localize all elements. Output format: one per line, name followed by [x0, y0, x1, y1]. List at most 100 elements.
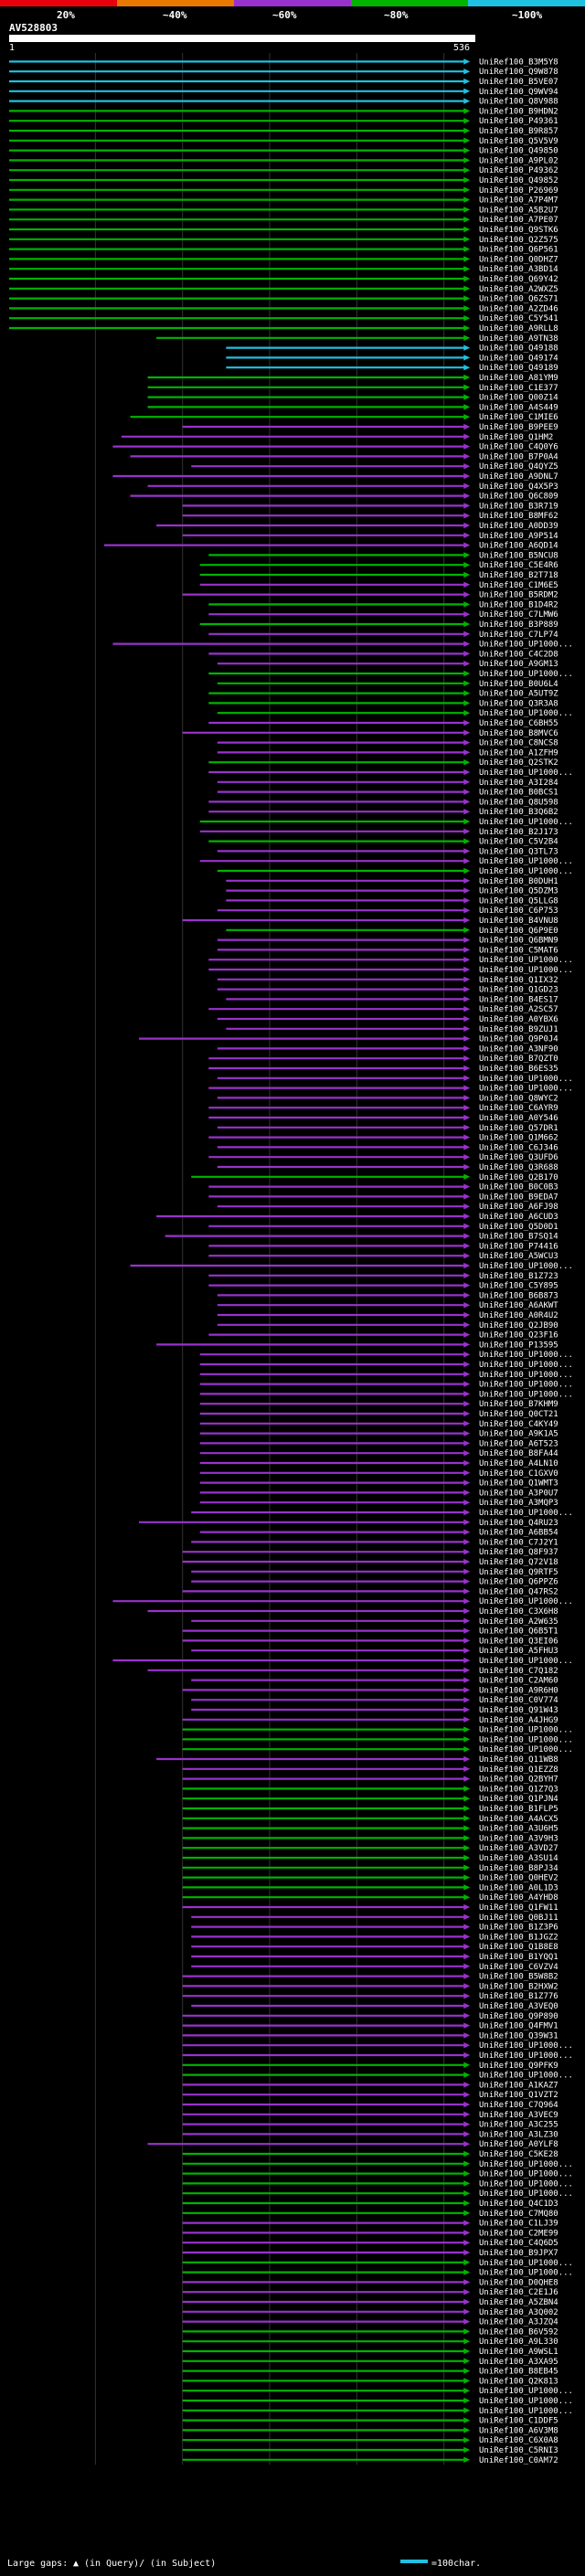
hit-label[interactable]: UniRef100_Q3R3A8 — [479, 699, 558, 708]
hit-row[interactable]: UniRef100_C2E1J6 — [182, 2288, 558, 2297]
hit-label[interactable]: UniRef100_UP1000... — [479, 2407, 573, 2416]
hit-row[interactable]: UniRef100_B4VNU8 — [182, 917, 558, 926]
hit-label[interactable]: UniRef100_A0L1D3 — [479, 1883, 558, 1892]
hit-row[interactable]: UniRef100_UP1000... — [208, 1085, 573, 1094]
hit-label[interactable]: UniRef100_Q6P9E0 — [479, 927, 558, 936]
hit-row[interactable]: UniRef100_Q8F937 — [182, 1548, 558, 1557]
hit-label[interactable]: UniRef100_Q6BMN9 — [479, 937, 558, 946]
hit-label[interactable]: UniRef100_B5RDM2 — [479, 591, 558, 600]
hit-row[interactable]: UniRef100_C7Q964 — [182, 2101, 558, 2110]
hit-row[interactable]: UniRef100_Q1Z7Q3 — [182, 1785, 558, 1794]
hit-label[interactable]: UniRef100_Q9WV94 — [479, 88, 558, 97]
hit-row[interactable]: UniRef100_Q4C1D3 — [182, 2200, 558, 2209]
hit-label[interactable]: UniRef100_A3P0U7 — [479, 1489, 558, 1498]
hit-label[interactable]: UniRef100_UP1000... — [479, 2269, 573, 2278]
hit-label[interactable]: UniRef100_Q3UFD6 — [479, 1153, 558, 1162]
hit-row[interactable]: UniRef100_P26969 — [9, 186, 558, 196]
hit-row[interactable]: UniRef100_Q4FMV1 — [182, 2022, 558, 2031]
hit-label[interactable]: UniRef100_B4VNU8 — [479, 917, 558, 926]
hit-row[interactable]: UniRef100_Q1GD23 — [217, 986, 558, 995]
hit-label[interactable]: UniRef100_Q1IX32 — [479, 976, 558, 985]
hit-row[interactable]: UniRef100_UP1000... — [112, 1657, 573, 1666]
hit-label[interactable]: UniRef100_B2J173 — [479, 828, 558, 837]
hit-label[interactable]: UniRef100_Q4QYZ5 — [479, 462, 558, 472]
hit-label[interactable]: UniRef100_A5ZBN4 — [479, 2298, 558, 2307]
hit-label[interactable]: UniRef100_P49361 — [479, 117, 558, 126]
hit-row[interactable]: UniRef100_A3P0U7 — [199, 1489, 558, 1498]
hit-row[interactable]: UniRef100_UP1000... — [199, 1381, 573, 1390]
hit-row[interactable]: UniRef100_A4S449 — [147, 403, 558, 412]
hit-row[interactable]: UniRef100_A6BB54 — [199, 1529, 558, 1538]
hit-label[interactable]: UniRef100_A6QD14 — [479, 542, 558, 551]
hit-row[interactable]: UniRef100_B2T718 — [199, 571, 558, 580]
hit-row[interactable]: UniRef100_A0Y546 — [208, 1114, 558, 1123]
hit-row[interactable]: UniRef100_A0R4U2 — [217, 1311, 558, 1320]
hit-label[interactable]: UniRef100_UP1000... — [479, 1351, 573, 1360]
hit-row[interactable]: UniRef100_Q11WB8 — [156, 1755, 558, 1765]
hit-label[interactable]: UniRef100_P74416 — [479, 1242, 558, 1251]
hit-row[interactable]: UniRef100_UP1000... — [217, 867, 573, 876]
hit-label[interactable]: UniRef100_Q5LLG8 — [479, 896, 558, 906]
hit-label[interactable]: UniRef100_Q49188 — [479, 345, 558, 354]
hit-label[interactable]: UniRef100_C7J2Y1 — [479, 1538, 558, 1547]
hit-row[interactable]: UniRef100_C0AM72 — [182, 2456, 558, 2465]
hit-label[interactable]: UniRef100_C1MIE6 — [479, 413, 558, 422]
hit-label[interactable]: UniRef100_Q1B8E8 — [479, 1943, 558, 1952]
hit-label[interactable]: UniRef100_A5UT9Z — [479, 690, 558, 699]
hit-label[interactable]: UniRef100_C4KY49 — [479, 1420, 558, 1429]
hit-label[interactable]: UniRef100_Q49174 — [479, 354, 558, 363]
hit-label[interactable]: UniRef100_A4YHD8 — [479, 1893, 558, 1903]
hit-row[interactable]: UniRef100_A4ACX5 — [182, 1815, 558, 1824]
hit-row[interactable]: UniRef100_Q91W43 — [191, 1706, 558, 1715]
hit-row[interactable]: UniRef100_C1DDF5 — [182, 2417, 558, 2426]
hit-label[interactable]: UniRef100_Q6C809 — [479, 493, 558, 502]
hit-row[interactable]: UniRef100_B8FA44 — [199, 1449, 558, 1458]
hit-row[interactable]: UniRef100_Q3R3A8 — [208, 699, 558, 708]
hit-row[interactable]: UniRef100_P74416 — [208, 1242, 558, 1251]
hit-label[interactable]: UniRef100_UP1000... — [479, 2072, 573, 2081]
hit-row[interactable]: UniRef100_B6B873 — [217, 1291, 558, 1300]
hit-label[interactable]: UniRef100_A6AKWT — [479, 1301, 558, 1310]
hit-label[interactable]: UniRef100_A3NF90 — [479, 1044, 558, 1054]
hit-label[interactable]: UniRef100_B1Z3P6 — [479, 1924, 558, 1933]
hit-row[interactable]: UniRef100_Q23F16 — [208, 1331, 558, 1341]
hit-row[interactable]: UniRef100_C1LJ39 — [182, 2220, 558, 2229]
hit-row[interactable]: UniRef100_Q9PFK9 — [182, 2062, 558, 2071]
hit-row[interactable]: UniRef100_Q1FW11 — [182, 1903, 558, 1913]
hit-row[interactable]: UniRef100_C5V2B4 — [208, 838, 558, 847]
hit-row[interactable]: UniRef100_UP1000... — [182, 2259, 573, 2268]
hit-row[interactable]: UniRef100_A0DD39 — [156, 522, 558, 531]
hit-label[interactable]: UniRef100_UP1000... — [479, 2189, 573, 2199]
hit-row[interactable]: UniRef100_Q1PJN4 — [182, 1795, 558, 1804]
hit-label[interactable]: UniRef100_B1Z723 — [479, 1272, 558, 1281]
hit-row[interactable]: UniRef100_UP1000... — [182, 2189, 573, 2199]
hit-row[interactable]: UniRef100_B2J173 — [199, 828, 558, 837]
hit-label[interactable]: UniRef100_A3I284 — [479, 779, 558, 788]
hit-label[interactable]: UniRef100_B6ES35 — [479, 1065, 558, 1074]
hit-label[interactable]: UniRef100_A0YLF8 — [479, 2140, 558, 2149]
hit-label[interactable]: UniRef100_B2HXW2 — [479, 1982, 558, 1991]
hit-row[interactable]: UniRef100_A7PE07 — [9, 216, 558, 225]
hit-row[interactable]: UniRef100_A5WCU3 — [208, 1252, 558, 1261]
hit-row[interactable]: UniRef100_UP1000... — [199, 818, 573, 827]
hit-label[interactable]: UniRef100_A9TN38 — [479, 334, 558, 344]
hit-label[interactable]: UniRef100_UP1000... — [479, 956, 573, 965]
hit-label[interactable]: UniRef100_Q0HEV2 — [479, 1874, 558, 1883]
hit-label[interactable]: UniRef100_A6FJ98 — [479, 1203, 558, 1212]
hit-label[interactable]: UniRef100_A0DD39 — [479, 522, 558, 531]
hit-label[interactable]: UniRef100_B3R719 — [479, 502, 558, 511]
hit-row[interactable]: UniRef100_C3X6H8 — [147, 1607, 558, 1617]
hit-label[interactable]: UniRef100_Q8F937 — [479, 1548, 558, 1557]
hit-label[interactable]: UniRef100_A6CUD3 — [479, 1213, 558, 1222]
hit-row[interactable]: UniRef100_A5ZBN4 — [182, 2298, 558, 2307]
hit-label[interactable]: UniRef100_Q1HM2 — [479, 433, 553, 442]
hit-label[interactable]: UniRef100_A5WCU3 — [479, 1252, 558, 1261]
hit-row[interactable]: UniRef100_C4Q0Y6 — [112, 443, 558, 452]
hit-row[interactable]: UniRef100_Q3UFD6 — [208, 1153, 558, 1162]
hit-row[interactable]: UniRef100_A3VEQ0 — [191, 2002, 558, 2011]
hit-row[interactable]: UniRef100_A6AKWT — [217, 1301, 558, 1310]
hit-row[interactable]: UniRef100_A9R6H0 — [182, 1686, 558, 1695]
hit-label[interactable]: UniRef100_A9R6H0 — [479, 1686, 558, 1695]
hit-label[interactable]: UniRef100_A9K1A5 — [479, 1430, 558, 1439]
hit-row[interactable]: UniRef100_A5FHU3 — [191, 1647, 558, 1656]
